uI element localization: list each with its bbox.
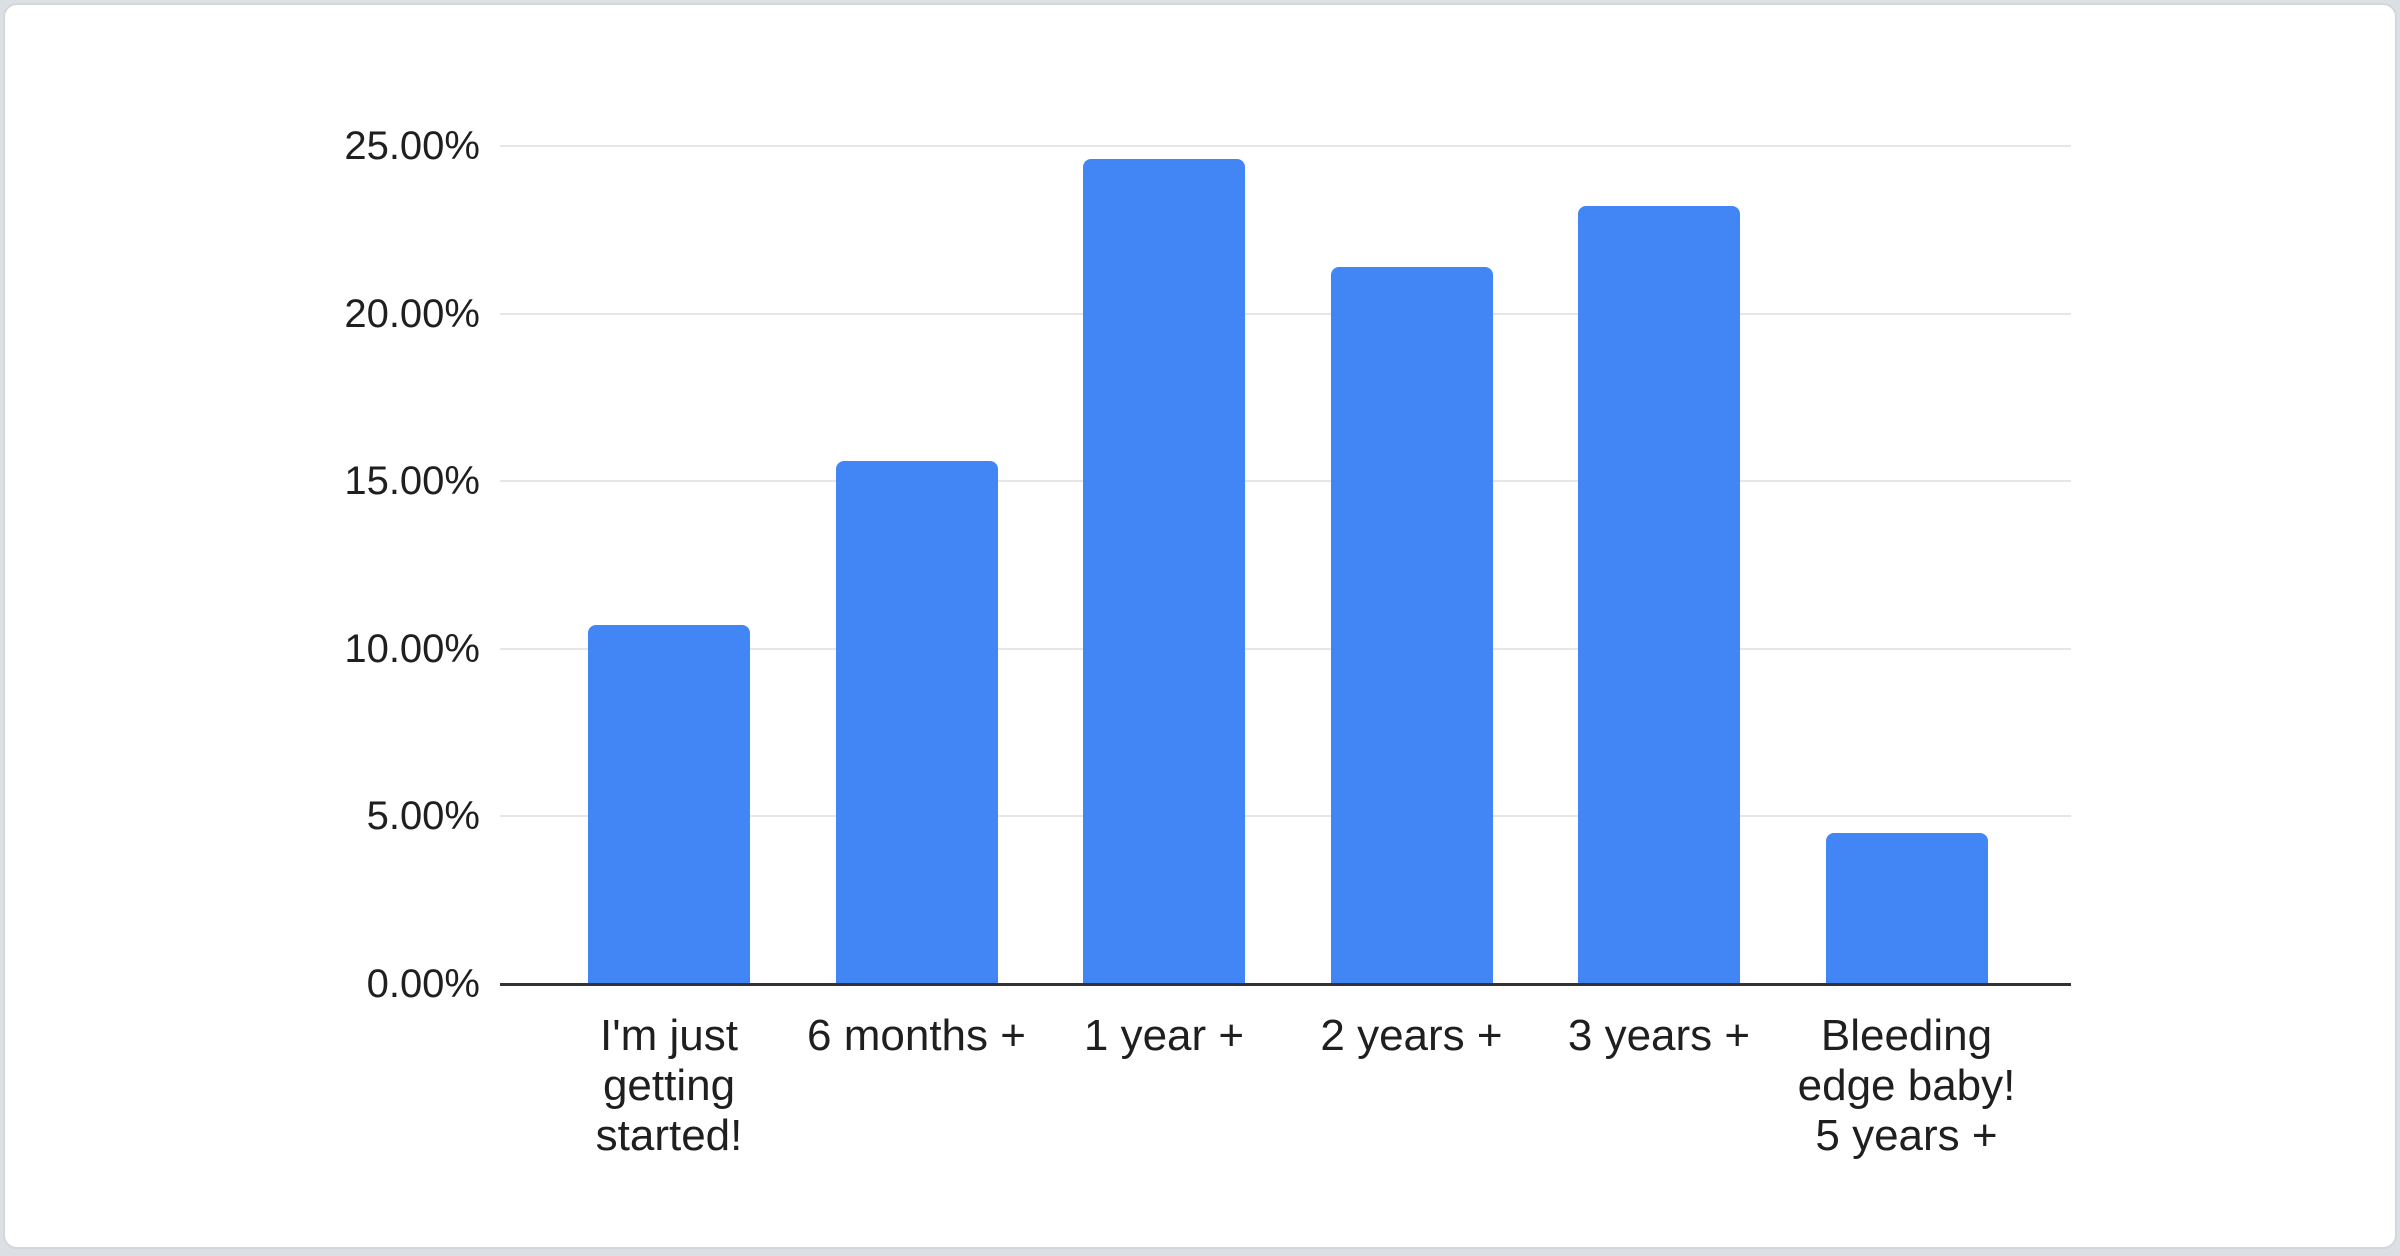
y-axis-tick-label: 15.00% <box>344 459 480 504</box>
bar[interactable] <box>835 461 998 984</box>
x-axis-category-label: I'm just getting started! <box>595 1011 743 1160</box>
gridline <box>500 480 2071 483</box>
gridline <box>500 647 2071 650</box>
bar[interactable] <box>1578 206 1740 984</box>
y-axis-tick-label: 20.00% <box>344 291 480 336</box>
chart-card: 0.00% 5.00% 10.00% 15.00% 20.00% 25.00% I'm ju… <box>3 3 2397 1249</box>
bar-chart: 0.00% 5.00% 10.00% 15.00% 20.00% 25.00% I'm ju… <box>5 5 2395 1247</box>
x-axis-category-label: Bleeding edge baby! 5 years + <box>1797 1011 2016 1160</box>
bar[interactable] <box>1825 833 1988 984</box>
y-axis-tick-label: 10.00% <box>344 626 480 671</box>
x-axis-category-label: 1 year + <box>1083 1011 1245 1060</box>
y-axis-tick-label: 25.00% <box>344 124 480 168</box>
y-axis-tick-label: 5.00% <box>366 794 480 839</box>
gridline <box>500 815 2071 818</box>
y-axis-tick-label: 0.00% <box>366 962 480 1006</box>
bar[interactable] <box>1083 159 1245 984</box>
x-axis-category-label: 2 years + <box>1320 1011 1503 1060</box>
gridline <box>500 145 2071 147</box>
x-axis-category-label: 6 months + <box>807 1011 1026 1060</box>
x-axis-line <box>500 983 2071 986</box>
gridline <box>500 312 2071 315</box>
x-axis-category-label: 3 years + <box>1567 1011 1751 1060</box>
bar[interactable] <box>588 625 750 984</box>
bar[interactable] <box>1330 266 1493 984</box>
